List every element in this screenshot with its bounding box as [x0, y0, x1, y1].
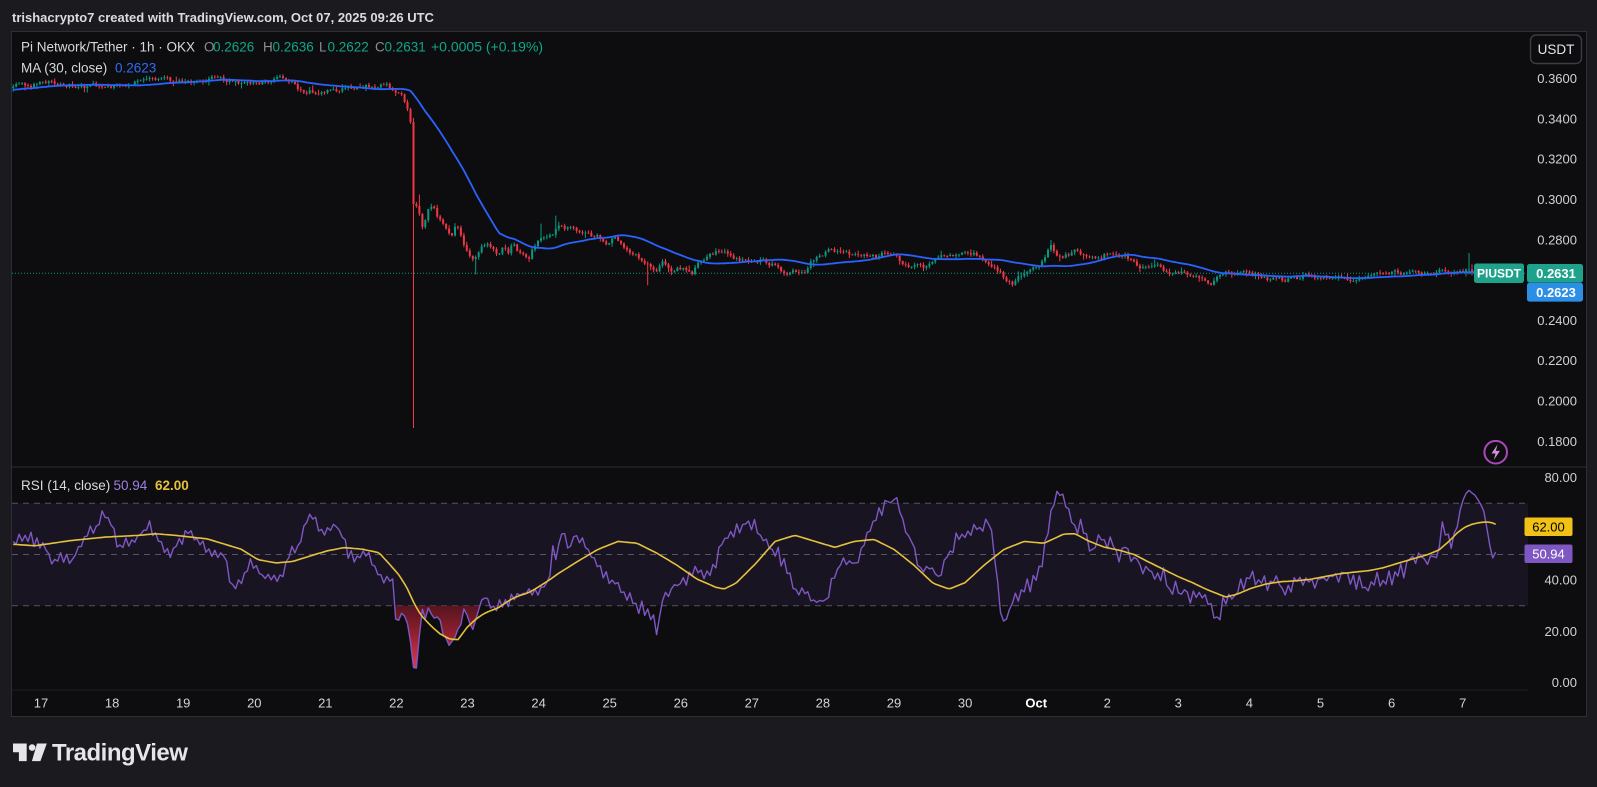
svg-text:17: 17: [34, 696, 48, 711]
svg-text:23: 23: [460, 696, 474, 711]
svg-text:27: 27: [745, 696, 759, 711]
svg-text:C: C: [375, 40, 385, 55]
svg-text:29: 29: [887, 696, 901, 711]
svg-text:0.1800: 0.1800: [1537, 434, 1577, 449]
svg-text:O: O: [204, 40, 215, 55]
svg-text:Pi Network/Tether · 1h · OKX: Pi Network/Tether · 1h · OKX: [21, 40, 195, 55]
svg-text:0.2400: 0.2400: [1537, 313, 1577, 328]
svg-text:RSI (14, close): RSI (14, close): [21, 478, 110, 493]
svg-text:62.00: 62.00: [155, 478, 189, 493]
svg-text:50.94: 50.94: [114, 478, 148, 493]
svg-text:0.3400: 0.3400: [1537, 111, 1577, 126]
svg-text:21: 21: [318, 696, 332, 711]
svg-text:26: 26: [674, 696, 688, 711]
svg-text:0.2636: 0.2636: [273, 40, 314, 55]
svg-text:0.2631: 0.2631: [385, 40, 426, 55]
svg-text:50.94: 50.94: [1532, 546, 1565, 561]
svg-text:0.2800: 0.2800: [1537, 232, 1577, 247]
svg-text:40.00: 40.00: [1544, 573, 1577, 588]
svg-text:24: 24: [531, 696, 545, 711]
svg-text:0.3600: 0.3600: [1537, 71, 1577, 86]
svg-text:25: 25: [602, 696, 616, 711]
svg-text:3: 3: [1175, 696, 1182, 711]
svg-text:MA (30, close): MA (30, close): [21, 61, 107, 76]
svg-text:5: 5: [1317, 696, 1324, 711]
svg-text:28: 28: [816, 696, 830, 711]
svg-text:TradingView: TradingView: [52, 740, 188, 767]
svg-text:0.2000: 0.2000: [1537, 394, 1577, 409]
svg-text:trishacrypto7 created with Tra: trishacrypto7 created with TradingView.c…: [12, 10, 435, 25]
svg-text:7: 7: [1459, 696, 1466, 711]
svg-text:20: 20: [247, 696, 261, 711]
svg-text:0.2631: 0.2631: [1536, 266, 1576, 281]
svg-text:0.2622: 0.2622: [328, 40, 369, 55]
svg-text:4: 4: [1246, 696, 1253, 711]
svg-text:Oct: Oct: [1025, 696, 1047, 711]
svg-text:30: 30: [958, 696, 972, 711]
svg-text:0.2623: 0.2623: [115, 61, 156, 76]
svg-text:18: 18: [105, 696, 119, 711]
svg-text:USDT: USDT: [1538, 42, 1575, 57]
svg-text:6: 6: [1388, 696, 1395, 711]
svg-text:22: 22: [389, 696, 403, 711]
svg-text:H: H: [263, 40, 273, 55]
svg-text:0.2626: 0.2626: [213, 40, 254, 55]
svg-text:80.00: 80.00: [1544, 470, 1577, 485]
svg-text:0.2200: 0.2200: [1537, 353, 1577, 368]
svg-text:0.2623: 0.2623: [1536, 285, 1576, 300]
svg-text:62.00: 62.00: [1532, 519, 1565, 534]
svg-text:0.00: 0.00: [1552, 675, 1577, 690]
svg-text:19: 19: [176, 696, 190, 711]
svg-text:0.3000: 0.3000: [1537, 192, 1577, 207]
svg-text:+0.0005 (+0.19%): +0.0005 (+0.19%): [431, 39, 543, 55]
svg-text:PIUSDT: PIUSDT: [1477, 267, 1522, 281]
svg-text:20.00: 20.00: [1544, 624, 1577, 639]
svg-text:L: L: [319, 40, 327, 55]
svg-text:0.3200: 0.3200: [1537, 152, 1577, 167]
svg-text:2: 2: [1104, 696, 1111, 711]
